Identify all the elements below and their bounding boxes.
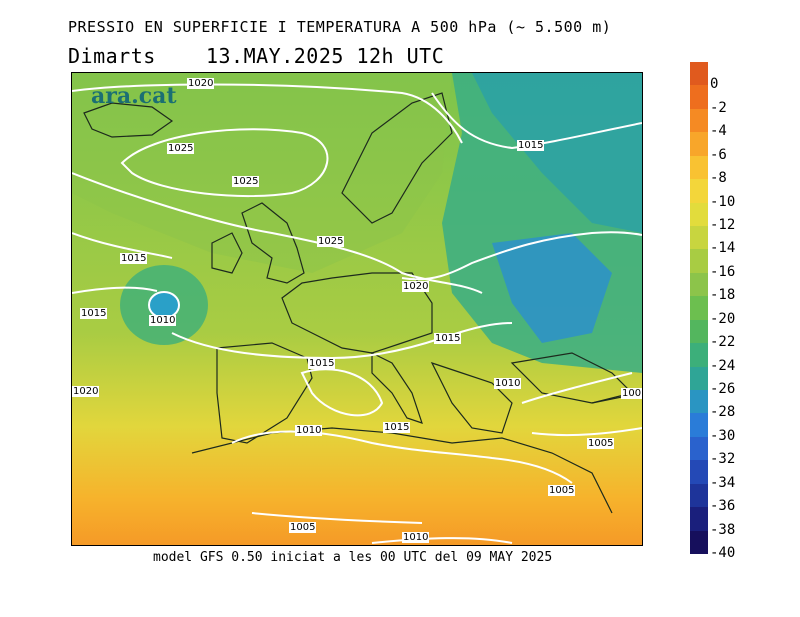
scale-swatch	[690, 413, 708, 438]
scale-label: -30	[710, 427, 736, 444]
weekday: Dimarts	[68, 44, 156, 68]
isobar-label: 1015	[120, 253, 148, 264]
isobar-1015-north	[431, 92, 642, 150]
forecast-datetime: 13.MAY.2025 12h UTC	[205, 44, 445, 68]
scale-label: -14	[710, 240, 736, 257]
scale-label: -6	[710, 146, 727, 163]
scale-swatch	[690, 366, 708, 391]
isobar-label: 1015	[308, 358, 336, 369]
scandinavia-coast	[341, 92, 453, 224]
isobar-label: 1020	[187, 78, 215, 89]
scale-label: -28	[710, 404, 736, 421]
scale-label: -12	[710, 217, 736, 233]
isobar-label: 1005	[587, 438, 615, 449]
isobar-label: 100	[621, 388, 642, 399]
isobar-1005-east	[531, 427, 642, 437]
ireland-coast	[211, 232, 243, 274]
scale-swatch	[690, 483, 708, 508]
scale-swatch	[690, 108, 708, 133]
model-info: model GFS 0.50 iniciat a les 00 UTC del …	[153, 550, 553, 565]
low-core	[148, 291, 180, 319]
balkans-coast	[430, 361, 513, 434]
scale-swatch	[690, 319, 708, 344]
scale-swatch	[690, 507, 708, 532]
scale-label: -8	[710, 170, 727, 187]
map-title: PRESSIO EN SUPERFICIE I TEMPERATURA A 50…	[68, 18, 612, 36]
scale-swatch	[690, 179, 708, 204]
isobars	[72, 83, 642, 544]
scale-swatch	[690, 249, 708, 274]
scale-label: -22	[710, 334, 736, 351]
scale-label: -38	[710, 521, 736, 538]
isobar-label: 1005	[289, 522, 317, 533]
scale-swatch	[690, 296, 708, 321]
isobar-1015-mid	[171, 322, 513, 360]
scale-swatch	[690, 390, 708, 414]
scale-label: -18	[710, 287, 736, 304]
ara-cat-logo: ara.cat	[91, 83, 177, 109]
britain-coast	[241, 202, 305, 284]
isobar-1005-south	[251, 512, 423, 524]
cold-core-east	[492, 233, 612, 343]
temperature-scale-labels: 0 -2 -4 -6 -8 -10 -12 -14 -16 -18 -20 -22 -24 -26 -28 -…	[710, 62, 790, 561]
scale-label: -40	[710, 545, 736, 561]
weather-map: ara.cat 1020 1025 1025 1025 1015 1015 10…	[71, 72, 643, 546]
scale-label: -24	[710, 357, 736, 374]
iberia-coast	[216, 342, 313, 444]
isobar-1020-north	[72, 83, 463, 144]
cold-core-north	[472, 73, 642, 233]
isobar-label: 1015	[80, 308, 108, 319]
isobar-label: 1010	[149, 315, 177, 326]
scale-label: -2	[710, 99, 727, 116]
scale-label: -4	[710, 123, 727, 140]
scale-label: -34	[710, 474, 736, 491]
isobar-1020-east	[401, 231, 642, 281]
isobar-1010-southedge	[371, 537, 513, 544]
scale-label: -36	[710, 498, 736, 515]
scale-swatch	[690, 132, 708, 157]
scale-swatch	[690, 202, 708, 227]
isobar-label: 1010	[494, 378, 522, 389]
isobar-1025-outer	[120, 128, 329, 198]
mid-temperature-band	[72, 73, 452, 273]
isobar-label: 1015	[434, 333, 462, 344]
scale-label: -32	[710, 451, 736, 468]
scale-swatch	[690, 343, 708, 368]
scale-swatch	[690, 62, 708, 86]
isobar-label: 1015	[383, 422, 411, 433]
isobar-1010-east	[521, 372, 633, 404]
isobar-label: 1020	[402, 281, 430, 292]
scale-label: -26	[710, 381, 736, 397]
isobar-1015-med	[300, 368, 384, 417]
isobar-label: 1025	[167, 143, 195, 154]
scale-label: 0	[710, 76, 719, 93]
isobar-label: 1005	[548, 485, 576, 496]
iceland-coast	[83, 102, 174, 138]
map-subtitle: Dimarts 13.MAY.2025 12h UTC	[68, 44, 444, 68]
scale-label: -16	[710, 263, 736, 280]
central-europe-coast	[281, 272, 433, 354]
isobar-label: 1010	[402, 532, 430, 543]
isobar-1010-south	[231, 430, 573, 484]
map-canvas	[72, 73, 642, 545]
scale-swatch	[690, 530, 708, 555]
isobar-label: 1015	[517, 140, 545, 151]
scale-swatch	[690, 460, 708, 485]
scale-swatch	[690, 436, 708, 461]
isobar-1015-west	[72, 232, 173, 294]
scale-swatch	[690, 85, 708, 110]
scale-swatch	[690, 226, 708, 250]
isobar-label: 1025	[232, 176, 260, 187]
scale-label: -20	[710, 310, 736, 327]
scale-swatch	[690, 155, 708, 180]
italy-coast	[371, 352, 423, 424]
isobar-1025-band	[72, 172, 483, 294]
isobar-label: 1020	[72, 386, 100, 397]
isobar-label: 1025	[317, 236, 345, 247]
scale-label: -10	[710, 193, 736, 210]
scale-swatch	[690, 272, 708, 297]
temperature-color-scale	[690, 62, 708, 555]
isobar-label: 1010	[295, 425, 323, 436]
